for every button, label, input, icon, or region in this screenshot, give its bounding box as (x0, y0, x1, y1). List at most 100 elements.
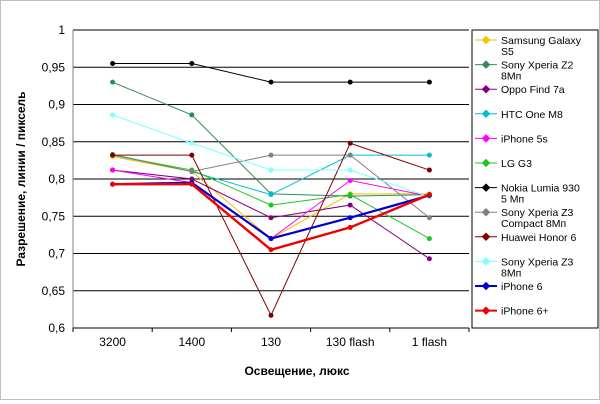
data-point (110, 167, 116, 173)
data-point (110, 112, 116, 118)
legend-marker (481, 134, 491, 143)
data-point (347, 215, 353, 221)
y-tick-label: 0,85 (42, 135, 66, 149)
legend-label: HTC One M8 (501, 109, 563, 121)
data-point (347, 152, 353, 158)
data-point (189, 140, 195, 146)
series-lines (110, 61, 432, 318)
legend-item: Huawei Honor 6 (475, 232, 576, 244)
series-group (110, 140, 432, 318)
data-point (268, 79, 274, 85)
data-point (110, 152, 116, 158)
legend-marker (481, 158, 491, 168)
y-tick-label: 0,75 (42, 209, 66, 223)
legend-item: iPhone 6+ (475, 306, 549, 318)
legend-label-cont: S5 (501, 46, 514, 58)
legend-marker (481, 60, 491, 69)
data-point (268, 236, 274, 242)
data-point (426, 167, 432, 173)
y-tick-label: 0,8 (48, 172, 65, 186)
data-point (189, 61, 195, 67)
legend-label: Sony Xperia Z3 (501, 256, 574, 268)
legend-label: Samsung Galaxy (501, 35, 582, 47)
data-point (426, 236, 432, 242)
data-point (268, 152, 274, 158)
y-tick-label: 0,6 (48, 321, 65, 335)
x-tick-label: 1400 (178, 335, 205, 349)
legend-label: Sony Xperia Z2 (501, 60, 574, 72)
x-axis-title: Освещение, люкс (244, 364, 349, 378)
legend-label-cont: 8Мп (501, 71, 521, 83)
data-point (110, 61, 116, 67)
data-point (347, 79, 353, 85)
data-point (347, 192, 353, 198)
legend-label: Nokia Lumia 930 (501, 183, 580, 195)
y-axis-title: Разрешение, линии / пиксель (14, 91, 28, 266)
data-point (189, 112, 195, 118)
legend-marker (481, 257, 491, 266)
legend-marker (481, 281, 491, 291)
data-point (189, 152, 195, 158)
data-point (189, 176, 195, 182)
legend-item: HTC One M8 (475, 109, 563, 121)
data-point (110, 181, 116, 187)
legend-marker (481, 35, 491, 45)
data-point (189, 181, 195, 187)
data-point (426, 79, 432, 85)
grid (73, 29, 469, 329)
y-tick-label: 0,9 (48, 98, 65, 112)
legend-label: LG G3 (501, 158, 532, 170)
series-line (112, 63, 430, 83)
data-point (426, 192, 432, 198)
legend-label: iPhone 5s (501, 133, 548, 145)
legend-label: Huawei Honor 6 (501, 232, 576, 244)
y-tick-label: 0,65 (42, 284, 66, 298)
data-point (268, 215, 274, 221)
data-point (426, 256, 432, 262)
series-group (110, 79, 432, 199)
legend-marker (481, 84, 491, 94)
series-line (112, 153, 430, 196)
series-group (110, 152, 432, 221)
data-point (426, 215, 432, 221)
data-point (347, 167, 353, 173)
axes: 0,6 0,65 0,7 0,75 0,8 0,85 0,9 0,95 1 3200 1400 130… (42, 23, 470, 349)
legend-marker (481, 232, 491, 242)
data-point (426, 152, 432, 158)
data-point (110, 79, 116, 85)
x-tick-label: 1 flash (412, 335, 447, 349)
y-tick-label: 0,95 (42, 60, 66, 74)
legend-item: iPhone 6 (475, 281, 543, 293)
data-point (268, 167, 274, 173)
data-point (268, 192, 274, 198)
legend-label: iPhone 6 (501, 281, 543, 293)
series-line (112, 181, 430, 240)
y-tick-label: 0,7 (48, 247, 65, 261)
x-tick-label: 130 flash (326, 335, 375, 349)
legend-label: Oppo Find 7a (501, 84, 565, 96)
data-point (347, 140, 353, 146)
data-point (347, 177, 353, 183)
legend-marker (481, 306, 491, 315)
legend-label-cont: Compact 8Мп (501, 218, 566, 230)
series-group (110, 151, 432, 198)
data-point (268, 247, 274, 253)
legend-item: LG G3 (475, 158, 532, 170)
series-group (110, 180, 432, 242)
series-group (110, 61, 432, 85)
data-point (268, 312, 274, 318)
legend-item: iPhone 5s (475, 133, 548, 145)
legend-box (471, 29, 599, 329)
legend-label-cont: 8Мп (501, 267, 521, 279)
data-point (347, 224, 353, 230)
data-point (347, 202, 353, 208)
legend-marker (481, 207, 491, 217)
